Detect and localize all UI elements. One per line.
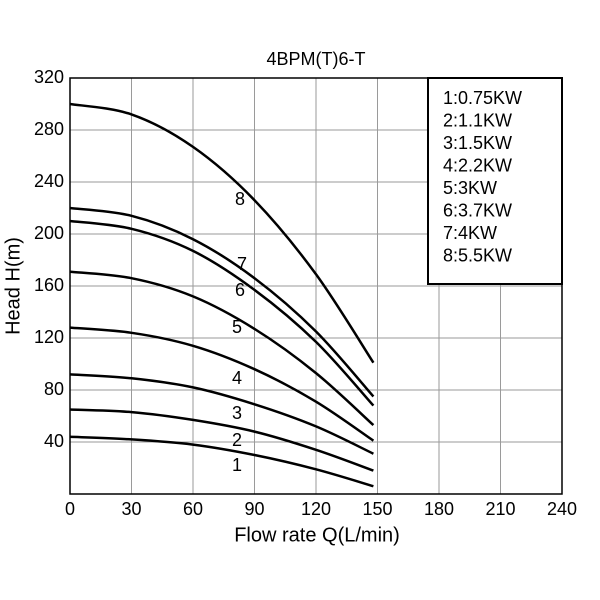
curve: [69, 408, 374, 472]
x-axis-label: Flow rate Q(L/min): [234, 524, 400, 546]
curve: [69, 435, 374, 488]
y-tick-label: 40: [44, 431, 64, 451]
legend-entry: 3:1.5KW: [443, 133, 512, 153]
plot-frame: [69, 77, 563, 495]
x-tick-label: 30: [121, 499, 141, 519]
curve: [69, 219, 375, 407]
curve: [69, 102, 375, 364]
curve-label: 1: [232, 455, 242, 475]
y-tick-label: 80: [44, 379, 64, 399]
legend-entry: 1:0.75KW: [443, 88, 522, 108]
curve: [69, 326, 375, 442]
x-tick-label: 120: [301, 499, 331, 519]
x-tick-label: 0: [65, 499, 75, 519]
legend-entry: 5:3KW: [443, 178, 497, 198]
x-tick-label: 240: [547, 499, 577, 519]
legend-entry: 7:4KW: [443, 223, 497, 243]
curve-label: 3: [232, 403, 242, 423]
y-tick-label: 200: [34, 223, 64, 243]
legend-entry: 6:3.7KW: [443, 200, 512, 220]
legend-entry: 2:1.1KW: [443, 110, 512, 130]
legend-entry: 8:5.5KW: [443, 245, 512, 265]
x-tick-label: 210: [485, 499, 515, 519]
legend-box: [427, 77, 563, 285]
x-tick-label: 90: [244, 499, 264, 519]
y-tick-label: 160: [34, 275, 64, 295]
x-tick-label: 180: [424, 499, 454, 519]
curve-label: 5: [232, 317, 242, 337]
x-tick-label: 60: [183, 499, 203, 519]
curve-label: 4: [232, 368, 242, 388]
y-tick-label: 280: [34, 119, 64, 139]
legend-entry: 4:2.2KW: [443, 155, 512, 175]
x-tick-label: 150: [362, 499, 392, 519]
curve: [69, 373, 374, 455]
y-tick-label: 320: [34, 67, 64, 87]
curve: [69, 270, 375, 427]
curve-label: 8: [235, 189, 245, 209]
curve-label: 6: [235, 280, 245, 300]
y-tick-label: 240: [34, 171, 64, 191]
y-tick-label: 120: [34, 327, 64, 347]
curve-label: 2: [232, 430, 242, 450]
curve-label: 7: [237, 254, 247, 274]
y-axis-label: Head H(m): [2, 237, 24, 335]
chart-title: 4BPM(T)6-T: [267, 49, 366, 69]
curve: [69, 206, 375, 398]
